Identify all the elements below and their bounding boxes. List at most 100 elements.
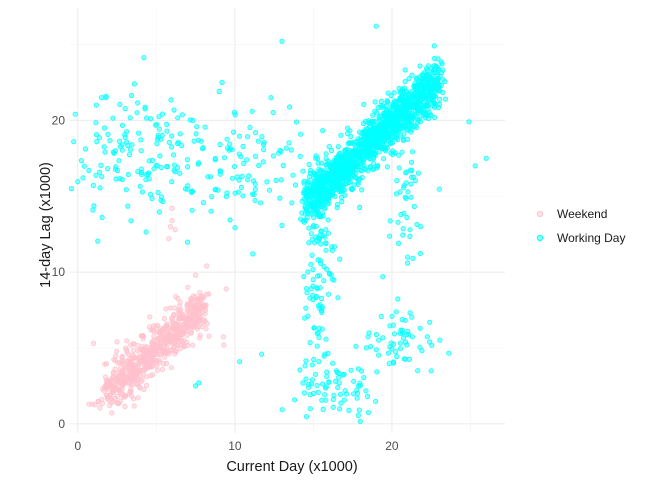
data-point (354, 150, 360, 156)
data-point (234, 174, 240, 180)
data-point (97, 169, 103, 175)
data-point (81, 163, 87, 169)
data-point (415, 170, 422, 176)
data-point (417, 63, 423, 69)
data-point (237, 359, 243, 365)
data-point (131, 347, 137, 353)
data-point (94, 139, 100, 145)
data-point (343, 391, 350, 397)
data-point (325, 158, 331, 164)
data-point (401, 356, 407, 362)
data-point (193, 272, 199, 278)
data-point (252, 153, 259, 159)
data-point (440, 77, 446, 83)
data-point (192, 302, 199, 308)
data-point (189, 207, 195, 213)
data-point (337, 391, 344, 397)
data-point (397, 96, 403, 103)
data-point (311, 325, 317, 331)
data-point (117, 176, 123, 182)
data-point (317, 232, 323, 238)
data-point (150, 372, 156, 378)
data-point (297, 131, 304, 137)
data-point (407, 227, 413, 233)
data-point (348, 133, 354, 140)
data-point (103, 377, 109, 384)
data-point (119, 354, 125, 360)
data-point (169, 144, 175, 150)
data-point (301, 390, 307, 396)
data-point (319, 183, 325, 189)
data-point (134, 371, 140, 377)
data-point (372, 99, 378, 105)
data-point (309, 377, 315, 383)
data-point (420, 80, 426, 86)
data-point (402, 67, 408, 73)
data-point (370, 166, 376, 172)
data-point (177, 131, 183, 137)
data-point (400, 122, 406, 128)
data-point (418, 224, 424, 230)
data-point (154, 163, 160, 169)
data-point (125, 203, 131, 209)
data-point (483, 155, 489, 161)
data-point (306, 225, 312, 231)
data-point (396, 109, 402, 115)
data-point (141, 386, 147, 392)
data-point (297, 367, 303, 373)
data-point (110, 115, 116, 121)
data-point (131, 403, 137, 409)
data-point (372, 398, 379, 404)
data-point (131, 341, 137, 347)
data-point (312, 170, 318, 176)
data-point (113, 353, 119, 359)
data-point (117, 144, 124, 150)
data-point (348, 367, 354, 373)
data-point (396, 165, 402, 171)
data-point (370, 112, 376, 118)
data-point (404, 254, 411, 260)
data-point (315, 389, 321, 395)
data-point (103, 361, 110, 367)
data-point (402, 339, 409, 345)
data-point (270, 109, 276, 116)
data-point (217, 141, 223, 148)
data-point (318, 295, 325, 302)
data-point (324, 369, 330, 375)
data-point (112, 148, 119, 154)
data-point (327, 271, 333, 277)
data-point (305, 381, 312, 387)
data-point (399, 316, 405, 323)
data-point (302, 363, 308, 369)
data-point (270, 153, 277, 159)
data-point (340, 182, 346, 188)
data-point (409, 114, 415, 120)
data-point (260, 159, 266, 165)
data-point (266, 187, 273, 193)
data-point (333, 180, 339, 186)
data-point (336, 156, 343, 162)
data-point (363, 150, 369, 156)
data-point (466, 119, 472, 125)
data-point (129, 368, 135, 375)
data-point (403, 170, 409, 176)
data-point (157, 153, 163, 159)
data-point (377, 117, 383, 123)
data-point (215, 187, 221, 193)
data-point (138, 137, 144, 143)
data-point (144, 382, 150, 388)
data-point (402, 79, 408, 85)
data-point (355, 136, 361, 142)
data-point (354, 390, 361, 396)
data-point (333, 186, 339, 192)
data-point (305, 269, 311, 275)
data-point (307, 339, 313, 346)
data-point (398, 211, 404, 218)
data-point (409, 88, 415, 95)
data-point (229, 175, 236, 181)
data-point (329, 276, 335, 282)
data-point (314, 343, 320, 349)
data-point (341, 187, 347, 193)
data-point (102, 149, 108, 155)
data-point (127, 115, 133, 121)
